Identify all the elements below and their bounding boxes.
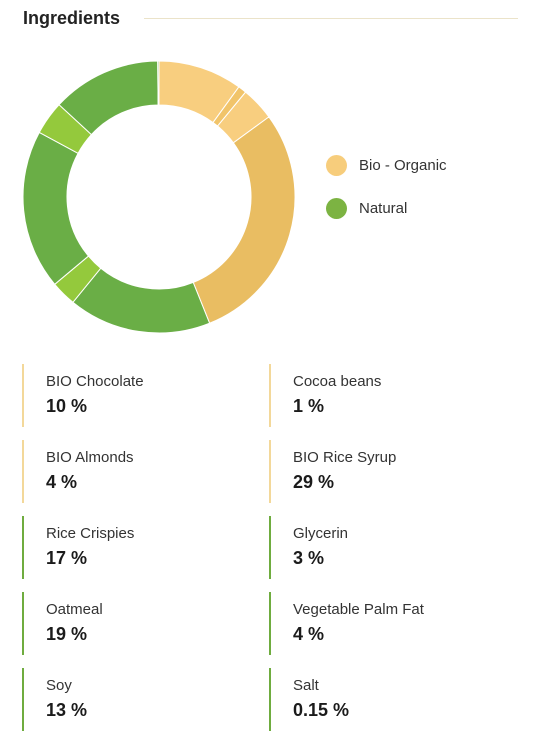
- ingredient-percent: 1 %: [293, 396, 325, 416]
- ingredient-item-soy: Soy 13 %: [22, 668, 269, 731]
- ingredient-item-bio-rice-syrup: BIO Rice Syrup 29 %: [269, 440, 516, 503]
- chart-legend: Bio - Organic Natural: [326, 154, 447, 240]
- ingredient-row: Rice Crispies 17 % Glycerin 3 %: [22, 516, 522, 579]
- donut-slice-bio-rice-syrup: [192, 116, 296, 324]
- ingredient-grid: BIO Chocolate 10 % Cocoa beans 1 % BIO A…: [22, 364, 522, 744]
- donut-slice-salt: [157, 60, 160, 106]
- legend-label-organic: Bio - Organic: [359, 156, 447, 174]
- ingredient-percent: 0.15 %: [293, 700, 350, 720]
- ingredient-percent: 3 %: [293, 548, 325, 568]
- section-title: Ingredients: [23, 7, 121, 28]
- ingredient-name: BIO Rice Syrup: [293, 449, 397, 466]
- ingredient-percent: 4 %: [46, 472, 78, 492]
- ingredient-percent: 13 %: [46, 700, 88, 720]
- ingredient-percent: 4 %: [293, 624, 325, 644]
- ingredient-name: BIO Chocolate: [46, 373, 144, 390]
- ingredient-item-vegetable-palm-fat: Vegetable Palm Fat 4 %: [269, 592, 516, 655]
- ingredient-percent: 29 %: [293, 472, 335, 492]
- legend-swatch-organic: [326, 154, 347, 176]
- ingredient-percent: 10 %: [46, 396, 88, 416]
- legend-item-natural: Natural: [326, 197, 447, 219]
- ingredient-name: Salt: [293, 677, 319, 694]
- header-divider: [144, 17, 518, 19]
- ingredient-name: Glycerin: [293, 525, 349, 542]
- legend-swatch-natural: [326, 197, 347, 219]
- ingredient-name: BIO Almonds: [46, 449, 134, 466]
- ingredient-item-salt: Salt 0.15 %: [269, 668, 516, 731]
- legend-label-natural: Natural: [359, 199, 408, 217]
- ingredient-name: Vegetable Palm Fat: [293, 601, 424, 618]
- donut-slice-oatmeal: [22, 131, 90, 286]
- ingredient-item-cocoa-beans: Cocoa beans 1 %: [269, 364, 516, 427]
- ingredient-item-oatmeal: Oatmeal 19 %: [22, 592, 269, 655]
- ingredient-item-rice-crispies: Rice Crispies 17 %: [22, 516, 269, 579]
- ingredient-row: BIO Chocolate 10 % Cocoa beans 1 %: [22, 364, 522, 427]
- ingredient-name: Soy: [46, 677, 72, 694]
- section-header: Ingredients: [23, 6, 518, 30]
- ingredient-row: Soy 13 % Salt 0.15 %: [22, 668, 522, 731]
- ingredient-item-bio-almonds: BIO Almonds 4 %: [22, 440, 269, 503]
- ingredient-item-bio-chocolate: BIO Chocolate 10 %: [22, 364, 269, 427]
- ingredient-percent: 17 %: [46, 548, 88, 568]
- ingredient-name: Oatmeal: [46, 601, 103, 618]
- ingredient-row: Oatmeal 19 % Vegetable Palm Fat 4 %: [22, 592, 522, 655]
- donut-svg: [22, 60, 296, 334]
- ingredient-percent: 19 %: [46, 624, 88, 644]
- ingredient-row: BIO Almonds 4 % BIO Rice Syrup 29 %: [22, 440, 522, 503]
- ingredients-donut-chart: [14, 52, 304, 342]
- ingredient-name: Cocoa beans: [293, 373, 382, 390]
- ingredient-name: Rice Crispies: [46, 525, 135, 542]
- ingredient-item-glycerin: Glycerin 3 %: [269, 516, 516, 579]
- legend-item-organic: Bio - Organic: [326, 154, 447, 176]
